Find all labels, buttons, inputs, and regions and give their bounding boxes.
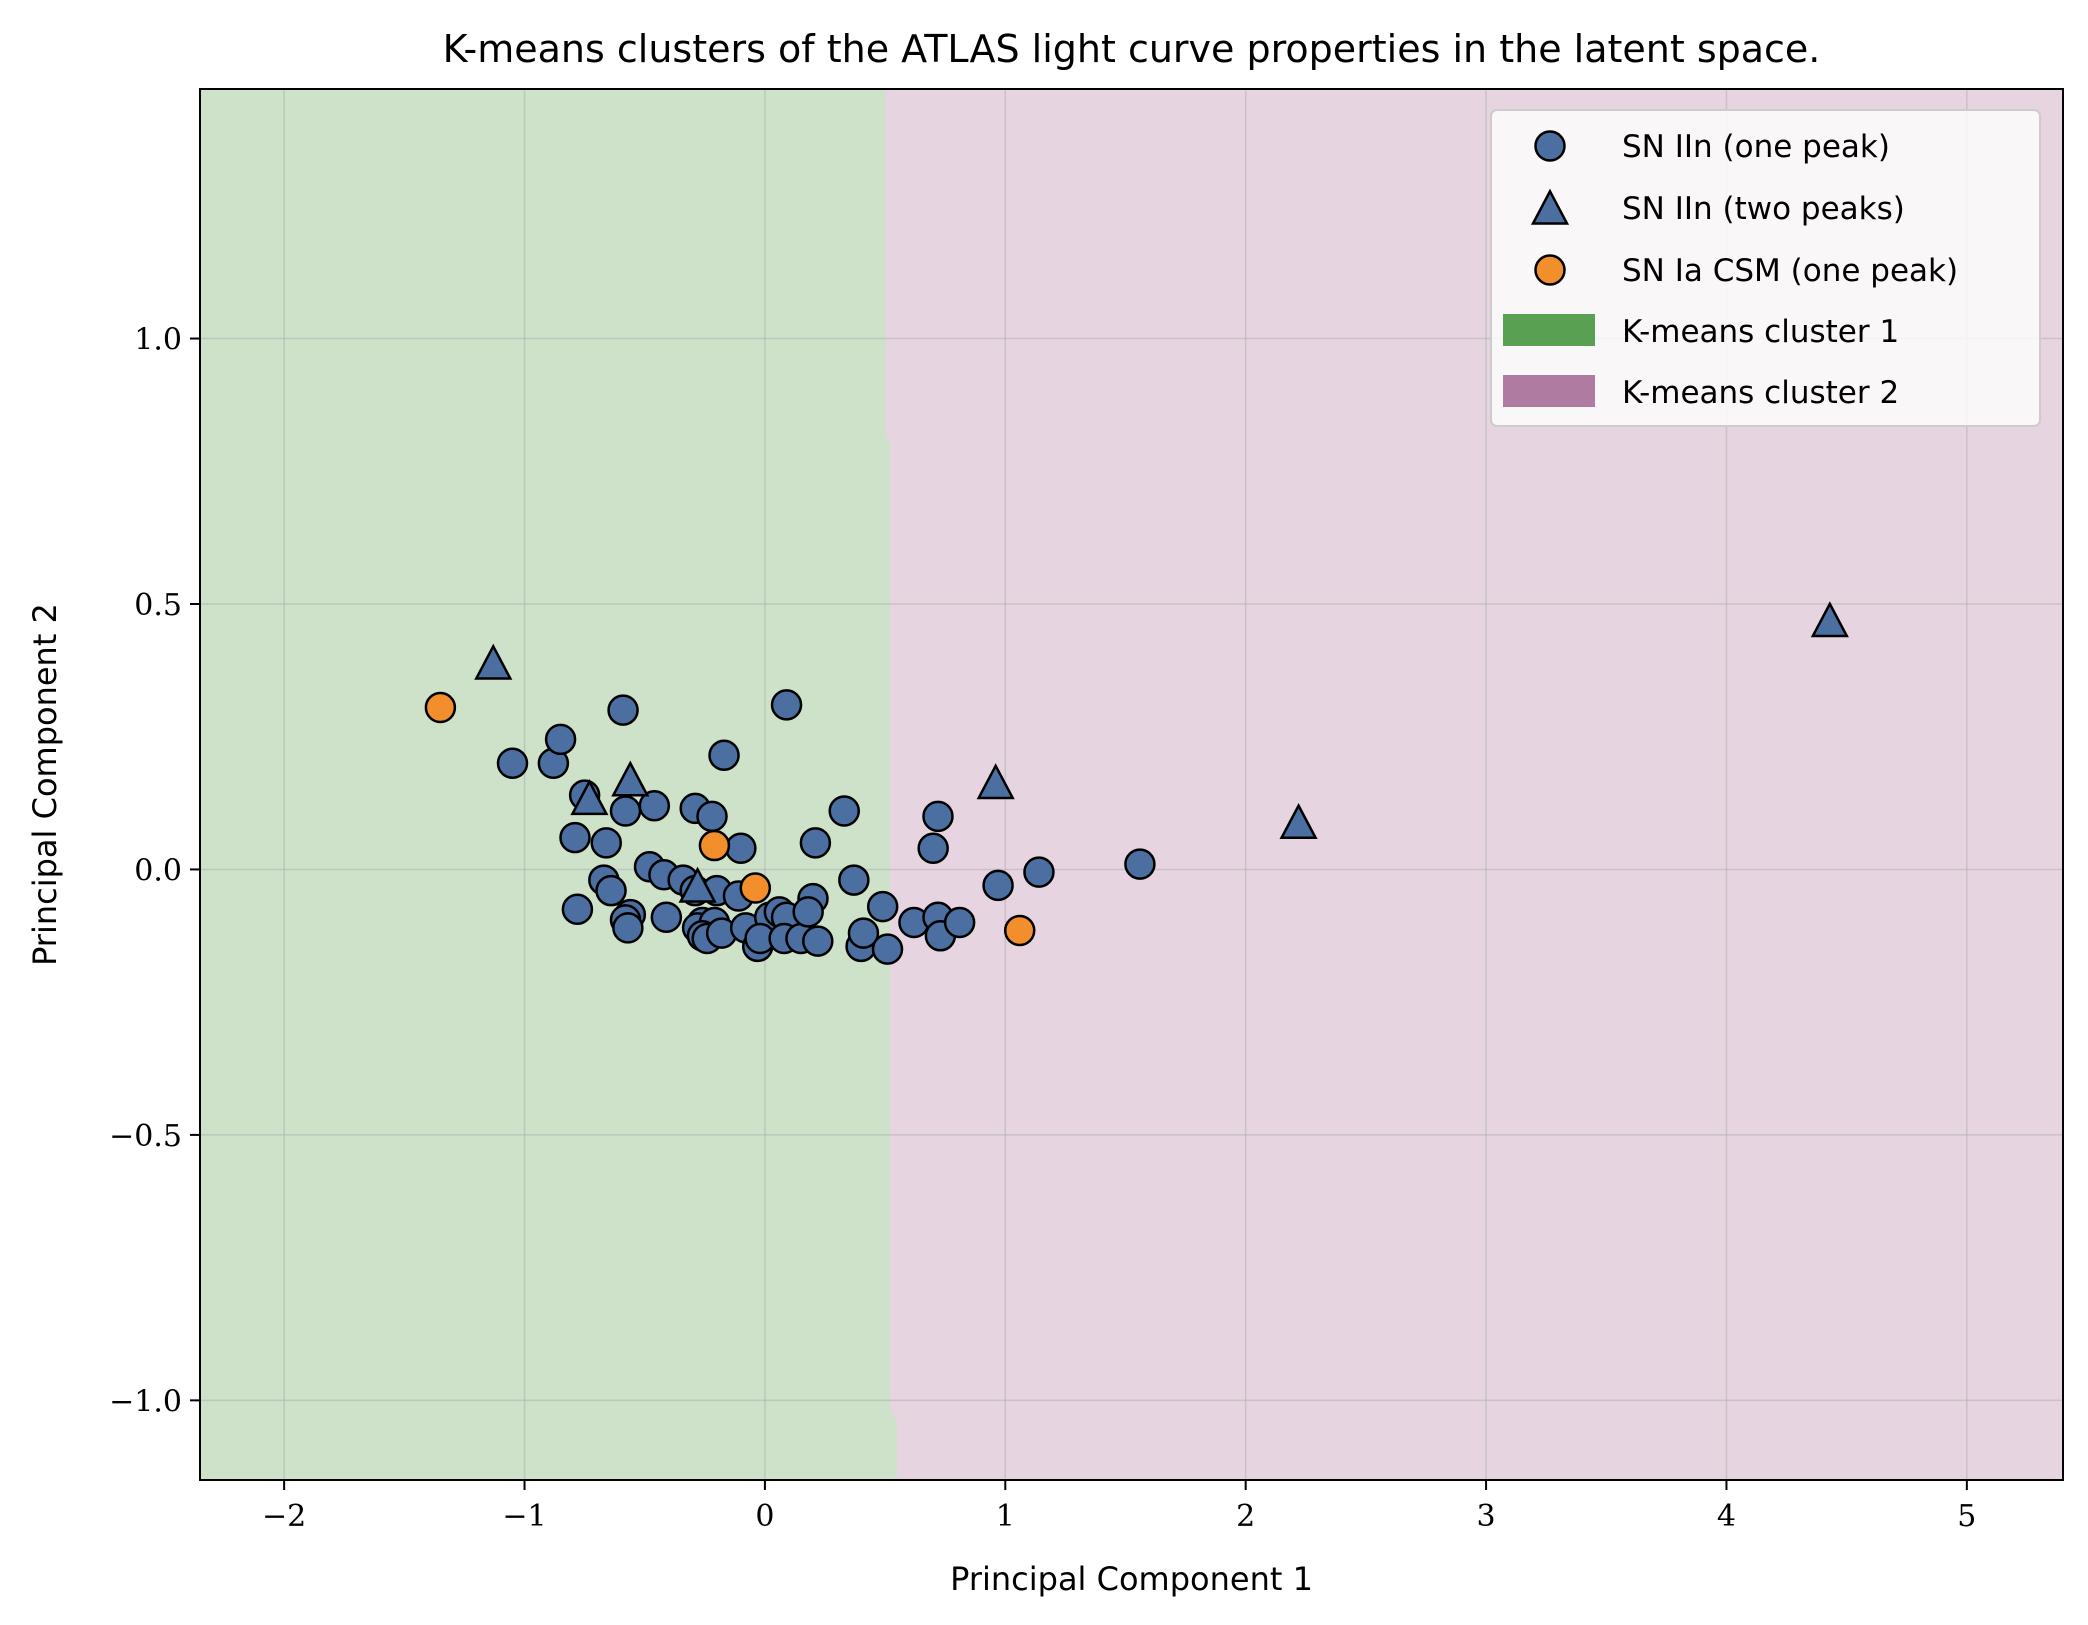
sn-iin-one-peak-point — [496, 747, 529, 780]
y-axis-label: Principal Component 2 — [26, 603, 64, 966]
legend-label-cluster-2: K-means cluster 2 — [1622, 375, 1899, 411]
sn-iin-one-peak-point — [595, 874, 627, 907]
sn-iin-two-peaks-point — [474, 643, 513, 680]
sn-iin-one-peak-point — [544, 723, 577, 756]
sn-iin-one-peak-point — [612, 912, 644, 944]
sn-iin-two-peaks-point — [1279, 802, 1318, 840]
sn-iin-one-peak-point — [792, 896, 824, 928]
sn-iin-one-peak-point — [770, 689, 803, 721]
legend-sn-iin-two-peaks-marker — [1530, 188, 1570, 225]
legend-box — [1490, 109, 2041, 427]
legend-label-sn-iin-one-peak: SN IIn (one peak) — [1622, 129, 1890, 165]
axis-ticks: −2 −1 0 1 2 3 4 5 −1.0 −0.5 0.0 0.5 1.0 — [109, 323, 1976, 1534]
sn-iin-one-peak-point — [866, 890, 899, 923]
x-tick-label: −1 — [502, 1499, 546, 1534]
sn-iin-two-peaks-point — [570, 779, 609, 816]
sn-ia-csm-point — [1003, 914, 1036, 947]
legend-cluster-2-patch — [1503, 375, 1595, 407]
cluster-1-region — [200, 89, 898, 1480]
sn-ia-csm-point — [698, 829, 731, 862]
sn-iin-one-peak-point — [802, 925, 834, 957]
sn-iin-one-peak-point — [1124, 848, 1156, 880]
sn-iin-one-peak-point — [838, 864, 870, 896]
x-tick-label: 1 — [996, 1499, 1015, 1534]
legend-sn-iin-one-peak-marker — [1534, 130, 1566, 162]
x-tick-label: 0 — [755, 1499, 774, 1534]
sn-iin-one-peak-point — [871, 933, 904, 965]
x-tick-label: −2 — [262, 1499, 306, 1534]
x-tick-label: 2 — [1236, 1499, 1255, 1534]
sn-iin-one-peak-point — [638, 789, 671, 822]
legend-label-sn-iin-two-peaks: SN IIn (two peaks) — [1622, 191, 1905, 227]
sn-iin-two-peaks-point — [1810, 601, 1849, 638]
x-tick-label: 4 — [1717, 1499, 1736, 1534]
x-tick-label: 5 — [1957, 1499, 1976, 1534]
sn-iin-one-peak-point — [799, 827, 832, 859]
sn-iin-one-peak-point — [725, 832, 757, 864]
sn-iin-one-peak-point — [696, 800, 728, 833]
sn-iin-one-peak-point — [609, 795, 642, 827]
x-tick-label: 3 — [1477, 1499, 1496, 1534]
plot-frame — [199, 88, 2064, 1481]
legend: SN IIn (one peak) SN IIn (two peaks) SN Ia… — [1490, 109, 2041, 427]
sn-iin-two-peaks-point — [678, 866, 717, 903]
sn-iin-one-peak-point — [982, 869, 1014, 902]
sn-iin-one-peak-point — [917, 832, 949, 864]
sn-iin-one-peak-point — [559, 821, 591, 854]
y-tick-label: 0.5 — [134, 588, 182, 623]
y-tick-label: 0.0 — [134, 853, 182, 888]
sn-iin-one-peak-point — [590, 827, 623, 859]
chart-title: K-means clusters of the ATLAS light curv… — [443, 27, 1821, 71]
legend-sn-ia-csm-marker — [1534, 254, 1566, 286]
sn-iin-one-peak-point — [708, 739, 740, 772]
legend-label-cluster-1: K-means cluster 1 — [1622, 314, 1899, 350]
y-tick-label: 1.0 — [134, 323, 182, 358]
sn-ia-csm-point — [739, 872, 772, 904]
x-axis-label: Principal Component 1 — [950, 1560, 1313, 1598]
sn-iin-one-peak-point — [943, 906, 976, 939]
sn-iin-two-peaks-point — [976, 763, 1015, 800]
y-tick-label: −0.5 — [109, 1119, 182, 1154]
sn-iin-one-peak-point — [561, 893, 594, 926]
y-tick-label: −1.0 — [109, 1384, 182, 1419]
sn-iin-one-peak-point — [650, 901, 683, 933]
sn-iin-two-peaks-point — [611, 760, 650, 797]
sn-iin-one-peak-point — [607, 694, 639, 726]
sn-iin-one-peak-point — [1023, 856, 1055, 888]
legend-label-sn-ia-csm: SN Ia CSM (one peak) — [1622, 253, 1958, 289]
legend-cluster-1-patch — [1503, 314, 1595, 346]
sn-iin-one-peak-point — [847, 917, 880, 949]
sn-iin-one-peak-point — [828, 795, 860, 827]
sn-ia-csm-point — [424, 691, 457, 724]
sn-iin-one-peak-point — [922, 800, 954, 833]
data-points — [424, 601, 1849, 965]
